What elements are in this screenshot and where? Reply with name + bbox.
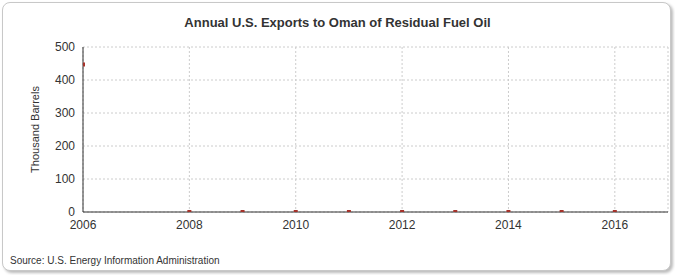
svg-text:200: 200 (55, 139, 75, 153)
svg-text:2010: 2010 (282, 218, 309, 232)
svg-text:Thousand Barrels: Thousand Barrels (29, 86, 41, 173)
svg-text:2008: 2008 (176, 218, 203, 232)
svg-text:2014: 2014 (495, 218, 522, 232)
svg-text:500: 500 (55, 40, 75, 54)
svg-text:400: 400 (55, 73, 75, 87)
svg-text:100: 100 (55, 172, 75, 186)
svg-text:300: 300 (55, 106, 75, 120)
svg-text:2012: 2012 (389, 218, 416, 232)
svg-text:2006: 2006 (70, 218, 97, 232)
html-text:Annual U.S. Exports to Oman of: Annual U.S. Exports to Oman of Residual … (184, 15, 491, 30)
html-text:Source: U.S. Energy Informatio: Source: U.S. Energy Information Administ… (10, 255, 220, 266)
svg-text:2016: 2016 (601, 218, 628, 232)
svg-text:0: 0 (68, 205, 75, 219)
